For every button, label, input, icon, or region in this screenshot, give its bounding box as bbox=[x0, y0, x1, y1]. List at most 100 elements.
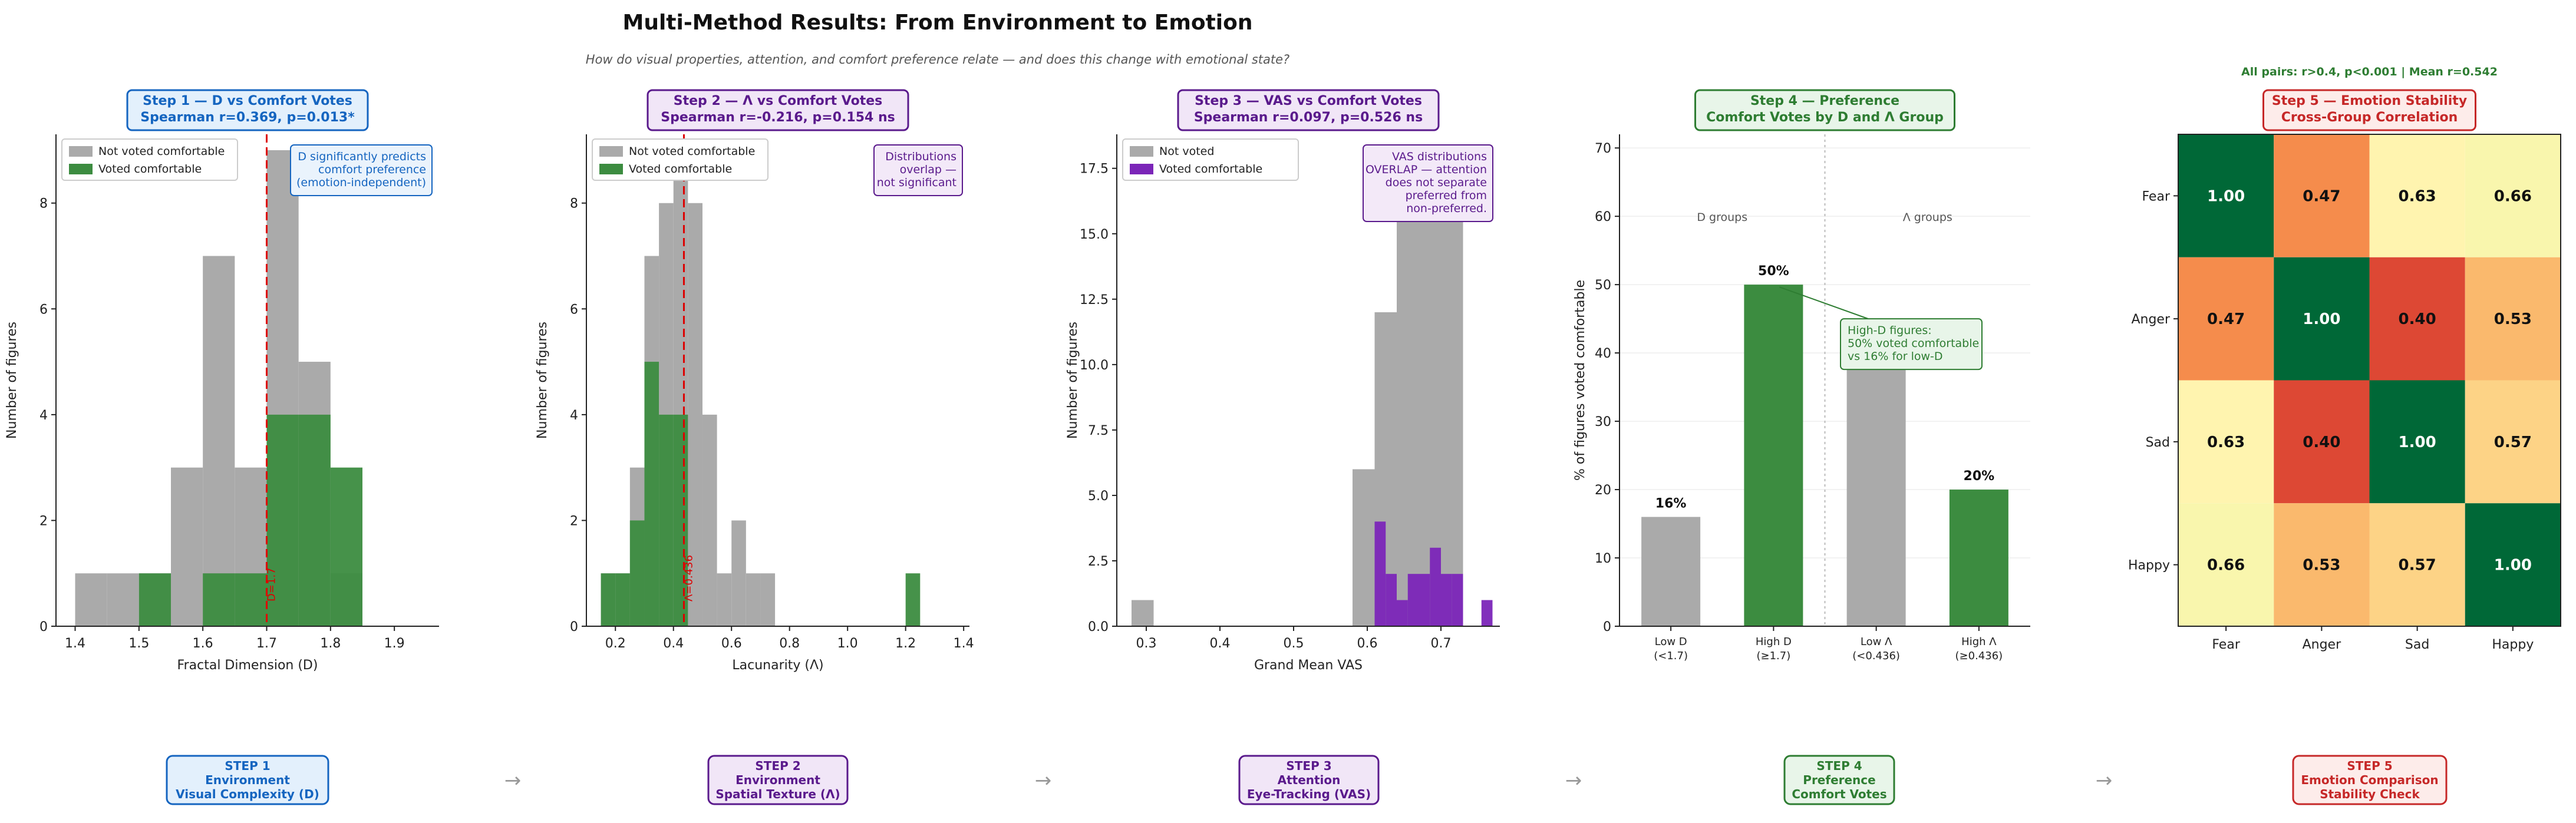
y-tick-label: 50 bbox=[1595, 278, 1611, 293]
legend-label: Not voted comfortable bbox=[629, 145, 755, 158]
heatmap-cell-label: 0.66 bbox=[2494, 187, 2532, 205]
x-tick-label: 0.6 bbox=[1357, 636, 1378, 651]
heatmap-cell bbox=[2465, 134, 2561, 257]
heatmap-cell-label: 0.40 bbox=[2399, 310, 2436, 328]
hist-bar-not-voted bbox=[688, 203, 702, 626]
y-axis-label: % of figures voted comfortable bbox=[1573, 280, 1588, 481]
annotation-line: preferred from bbox=[1406, 189, 1487, 202]
annotation-pointer bbox=[1779, 286, 1869, 320]
y-tick-label: 2 bbox=[570, 514, 578, 528]
y-tick-label: 30 bbox=[1595, 415, 1611, 429]
heatmap-col-label: Anger bbox=[2303, 637, 2341, 652]
panel-title-box bbox=[126, 89, 369, 131]
heatmap-cell-label: 1.00 bbox=[2399, 434, 2436, 451]
y-tick-label: 4 bbox=[570, 408, 578, 423]
panel-subtitle: Spearman r=0.369, p=0.013* bbox=[140, 110, 355, 125]
bar bbox=[1846, 353, 1906, 626]
step-line-2: Preference bbox=[1803, 773, 1875, 787]
hist-bar-not-voted bbox=[731, 520, 746, 626]
heatmap-cell-label: 1.00 bbox=[2494, 557, 2532, 574]
panel-title: Step 4 — Preference bbox=[1750, 94, 1899, 108]
annotation-line: overlap — bbox=[900, 163, 956, 176]
annotation-line: not significant bbox=[877, 176, 956, 189]
step-arrow: → bbox=[1565, 769, 1582, 792]
heatmap-cell-label: 0.63 bbox=[2207, 434, 2245, 451]
step-arrow: → bbox=[1035, 769, 1052, 792]
hist-bar-voted bbox=[203, 573, 235, 626]
bar bbox=[1641, 517, 1701, 626]
y-tick-label: 40 bbox=[1595, 346, 1611, 361]
step-line-3: Comfort Votes bbox=[1792, 787, 1886, 801]
y-tick-label: 0 bbox=[1603, 620, 1611, 634]
step-line-3: Stability Check bbox=[2320, 787, 2420, 801]
legend-label: Not voted bbox=[1159, 145, 1214, 158]
heatmap-cell-label: 0.57 bbox=[2399, 557, 2436, 574]
y-tick-label: 5.0 bbox=[1088, 489, 1109, 504]
bar-value-label: 16% bbox=[1655, 496, 1687, 511]
panel-title-box bbox=[1177, 89, 1440, 131]
panel-title-box bbox=[647, 89, 909, 131]
legend-swatch bbox=[1130, 146, 1153, 157]
x-tick-label: 0.2 bbox=[605, 636, 626, 651]
figure-title: Multi-Method Results: From Environment t… bbox=[623, 11, 1253, 35]
group-label: Λ groups bbox=[1903, 211, 1952, 224]
hist-bar-not-voted bbox=[75, 573, 107, 626]
heatmap-col-label: Fear bbox=[2212, 637, 2240, 652]
annotation-box bbox=[1840, 318, 1983, 371]
x-axis-label: Grand Mean VAS bbox=[1254, 658, 1363, 673]
y-tick-label: 2.5 bbox=[1088, 554, 1109, 569]
y-tick-label: 10 bbox=[1595, 551, 1611, 566]
hist-bar-not-voted bbox=[702, 414, 717, 626]
bar bbox=[1949, 490, 2008, 626]
hist-bar-voted bbox=[1419, 574, 1430, 626]
hist-bar-not-voted bbox=[1397, 155, 1419, 626]
step-line-3: Spatial Texture (Λ) bbox=[715, 787, 840, 801]
heatmap-cell-label: 1.00 bbox=[2303, 310, 2340, 328]
heatmap-cell bbox=[2274, 503, 2370, 626]
panel-title: Step 2 — Λ vs Comfort Votes bbox=[674, 94, 882, 108]
hist-bar-not-voted bbox=[717, 573, 732, 626]
annotation-box bbox=[290, 144, 433, 196]
y-tick-label: 2 bbox=[39, 514, 48, 528]
hist-bar-not-voted bbox=[203, 256, 235, 626]
heatmap-row-label: Sad bbox=[2146, 435, 2170, 450]
hist-bar-voted bbox=[1407, 574, 1419, 626]
hist-bar-voted bbox=[673, 414, 688, 626]
x-tick-label: 1.4 bbox=[65, 636, 85, 651]
y-tick-label: 8 bbox=[39, 197, 48, 211]
heatmap-cell bbox=[2369, 134, 2465, 257]
y-axis-label: Number of figures bbox=[1066, 322, 1080, 439]
heatmap-cell-label: 0.47 bbox=[2303, 187, 2340, 205]
heatmap-top-note: All pairs: r>0.4, p<0.001 | Mean r=0.542 bbox=[2241, 65, 2498, 78]
hist-bar-voted bbox=[1397, 600, 1408, 626]
bar-value-label: 50% bbox=[1758, 264, 1789, 279]
heatmap-cell bbox=[2274, 380, 2370, 504]
x-tick-label: 0.3 bbox=[1136, 636, 1157, 651]
hist-bar-voted bbox=[1481, 600, 1493, 626]
heatmap-cell bbox=[2178, 380, 2274, 504]
step-label: STEP 4 bbox=[1816, 759, 1862, 773]
legend-label: Voted comfortable bbox=[1159, 163, 1262, 176]
bar bbox=[1744, 285, 1803, 626]
hist-bar-voted bbox=[601, 573, 616, 626]
step-line-3: Visual Complexity (D) bbox=[176, 787, 319, 801]
x-tick-label: 1.8 bbox=[320, 636, 341, 651]
y-axis-label: Number of figures bbox=[535, 322, 550, 439]
step-arrow: → bbox=[2096, 769, 2113, 792]
hist-bar-voted bbox=[905, 573, 921, 626]
x-tick-label: 0.4 bbox=[663, 636, 684, 651]
heatmap-cell-label: 0.53 bbox=[2303, 557, 2340, 574]
legend-label: Not voted comfortable bbox=[98, 145, 225, 158]
annotation-line: non-preferred. bbox=[1406, 202, 1487, 215]
panel-subtitle: Comfort Votes by D and Λ Group bbox=[1706, 110, 1944, 125]
heatmap-frame bbox=[2178, 134, 2561, 627]
y-tick-label: 10.0 bbox=[1080, 358, 1109, 373]
y-tick-label: 17.5 bbox=[1080, 162, 1109, 177]
y-tick-label: 70 bbox=[1595, 141, 1611, 156]
legend-box bbox=[1122, 138, 1299, 181]
x-tick-label: 1.4 bbox=[954, 636, 974, 651]
x-tick-label: 1.9 bbox=[384, 636, 405, 651]
annotation-line: D significantly predicts bbox=[298, 150, 426, 163]
hist-bar-not-voted bbox=[1441, 207, 1463, 626]
panel-title: Step 1 — D vs Comfort Votes bbox=[143, 94, 352, 108]
